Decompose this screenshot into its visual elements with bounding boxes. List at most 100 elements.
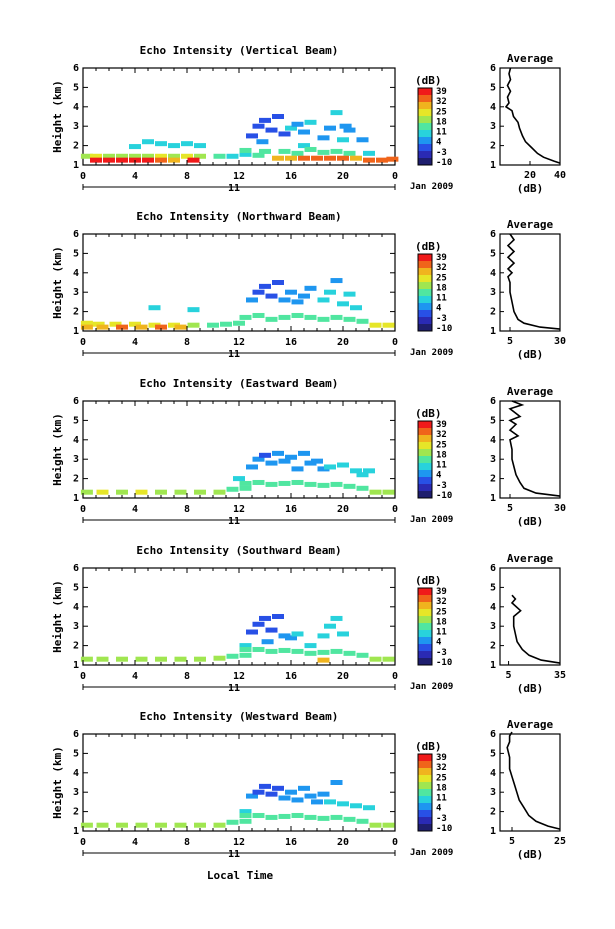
colorbar-tick-label: 32 (436, 763, 447, 773)
echo-cell (304, 314, 317, 320)
panel-title: Echo Intensity (Northward Beam) (136, 210, 341, 223)
echo-cell (337, 801, 349, 807)
colorbar-segment (418, 630, 432, 638)
echo-cell (239, 151, 252, 157)
echo-cell (350, 468, 362, 474)
echo-cell (324, 623, 336, 629)
echo-cell (291, 150, 304, 156)
echo-cell (80, 656, 93, 662)
echo-cell (96, 489, 109, 495)
height-tick-label: 2 (73, 141, 79, 152)
day-label: 11 (228, 516, 240, 527)
colorbar-tick-label: 39 (436, 87, 447, 97)
echo-cell (317, 815, 330, 821)
echo-cell (272, 155, 284, 161)
day-label: 11 (228, 683, 240, 694)
average-frame (499, 233, 561, 332)
echo-cell (259, 148, 271, 154)
echo-cell (246, 133, 258, 139)
echo-cell (252, 123, 265, 129)
echo-cell (369, 322, 382, 328)
echo-cell (272, 450, 284, 456)
average-height-tick-label: 3 (490, 621, 496, 632)
echo-cell (311, 458, 323, 464)
average-db-tick-label: 5 (509, 836, 515, 847)
echo-cell (285, 635, 297, 641)
height-tick-label: 4 (73, 435, 79, 446)
echo-cell (304, 460, 317, 466)
echo-cell (142, 157, 154, 163)
colorbar-segment (418, 477, 432, 485)
echo-cell (339, 123, 352, 129)
colorbar-segment (418, 651, 432, 659)
colorbar-segment (418, 303, 432, 311)
echo-cell (343, 291, 356, 297)
echo-cell (155, 141, 167, 147)
colorbar-segment (418, 810, 432, 818)
echo-cell (343, 150, 356, 156)
time-tick-label: 4 (132, 337, 138, 348)
echo-cell (304, 814, 317, 820)
colorbar-segment (418, 151, 432, 159)
beam-panel-3: Echo Intensity (Southward Beam)123456Hei… (51, 544, 566, 695)
echo-cell (155, 153, 167, 159)
echo-cell (103, 157, 115, 163)
echo-cell (80, 489, 93, 495)
average-profile-line (508, 400, 561, 497)
echo-cell (194, 656, 206, 662)
echo-cells (80, 450, 395, 495)
beam-panel-0: Echo Intensity (Vertical Beam)123456Heig… (51, 44, 566, 195)
colorbar-segment (418, 289, 432, 297)
echo-cell (298, 143, 310, 149)
average-height-tick-label: 3 (490, 787, 496, 798)
echo-cell (103, 153, 115, 159)
echo-cell (382, 656, 395, 662)
time-tick-label: 20 (337, 671, 349, 682)
colorbar-tick-label: 39 (436, 753, 447, 763)
colorbar-segment (418, 442, 432, 450)
height-axis-label: Height (km) (51, 80, 64, 153)
echo-cell (213, 655, 226, 661)
echo-cell (239, 818, 252, 824)
colorbar-segment (418, 609, 432, 617)
echo-cell (174, 489, 187, 495)
echo-cell (265, 316, 278, 322)
echo-cell (174, 656, 187, 662)
colorbar-frame (417, 253, 433, 332)
height-axis-label: Height (km) (51, 746, 64, 819)
colorbar-segment (418, 623, 432, 631)
echo-cell (181, 153, 193, 159)
height-axis-label: Height (km) (51, 413, 64, 486)
height-tick-label: 3 (73, 787, 79, 798)
height-tick-label: 2 (73, 641, 79, 652)
echo-cell (239, 485, 252, 491)
echo-cell (129, 321, 141, 327)
colorbar-tick-label: -3 (436, 814, 447, 824)
colorbar-tick-label: 11 (436, 128, 447, 138)
echo-cell (174, 324, 187, 330)
echo-cell (337, 462, 349, 468)
height-tick-label: 1 (73, 493, 79, 504)
height-tick-label: 5 (73, 415, 79, 426)
echo-cell (350, 305, 362, 311)
colorbar-segment (418, 470, 432, 478)
echo-cell (252, 456, 265, 462)
average-height-tick-label: 5 (490, 248, 496, 259)
echo-cell (285, 789, 297, 795)
average-height-tick-label: 2 (490, 307, 496, 318)
colorbar-tick-label: 18 (436, 450, 447, 460)
echo-cell (272, 280, 284, 285)
echo-cell (317, 649, 330, 655)
echo-cell (343, 483, 356, 489)
average-height-tick-label: 4 (490, 268, 496, 279)
echo-cell (265, 481, 278, 487)
colorbar-tick-label: -10 (436, 491, 452, 501)
colorbar-tick-label: 39 (436, 420, 447, 430)
height-tick-label: 4 (73, 268, 79, 279)
average-height-tick-label: 3 (490, 287, 496, 298)
echo-cell (239, 643, 252, 649)
height-tick-label: 5 (73, 248, 79, 259)
plot-frame (82, 567, 396, 666)
date-label: Jan 2009 (410, 682, 453, 692)
colorbar-segment (418, 95, 432, 103)
